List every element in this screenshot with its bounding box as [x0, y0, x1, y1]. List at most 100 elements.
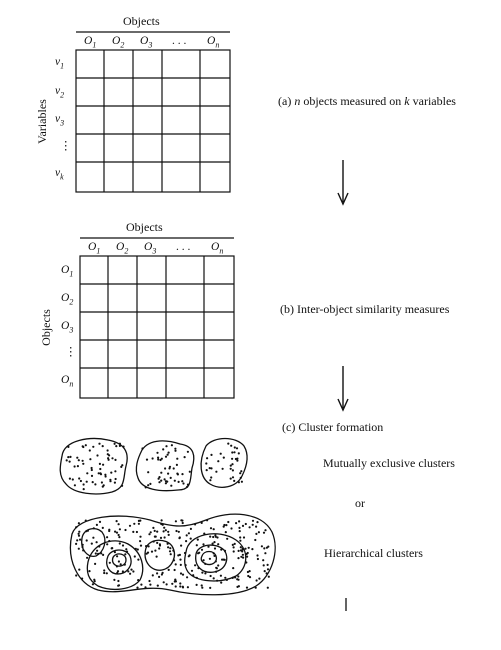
cluster-dot	[214, 534, 217, 537]
cluster-dot	[181, 585, 184, 588]
panel-b-header: Objects	[126, 220, 163, 234]
cluster-dot	[117, 560, 120, 563]
cluster-dot	[118, 528, 121, 531]
cluster-dot	[169, 547, 172, 550]
cluster-dot	[239, 476, 242, 479]
cluster-dot	[122, 445, 125, 448]
cluster-dot	[164, 467, 167, 470]
cluster-dot	[114, 458, 117, 461]
cluster-dot	[77, 532, 80, 535]
cluster-dot	[166, 453, 169, 456]
cluster-dot	[177, 480, 180, 483]
cluster-dot	[104, 475, 107, 478]
cluster-dot	[77, 459, 80, 462]
cluster-dot	[92, 536, 95, 539]
cluster-dot	[251, 548, 254, 551]
cluster-dot	[180, 544, 183, 547]
cluster-dot	[162, 448, 165, 451]
cluster-dot	[150, 550, 154, 553]
cluster-dot	[110, 471, 113, 474]
cluster-dot	[201, 586, 204, 589]
cluster-dot	[188, 470, 191, 473]
cluster-dot	[232, 546, 235, 549]
cluster-dot	[118, 536, 121, 539]
cluster-dot	[238, 520, 241, 523]
cluster-dot	[82, 488, 85, 491]
cluster-dot	[179, 585, 182, 588]
cluster-dot	[175, 463, 178, 466]
cluster-dot	[125, 550, 129, 553]
cluster-dot	[222, 558, 225, 561]
cluster-dot	[162, 581, 165, 584]
cluster-dot	[174, 447, 177, 450]
cluster-dot	[89, 458, 92, 461]
cluster-dot	[67, 445, 70, 448]
cluster-dot	[98, 545, 101, 548]
cluster-dot	[200, 521, 203, 525]
cluster-dot	[175, 529, 178, 533]
cluster-dot	[139, 535, 142, 538]
panel-b-grid	[79, 237, 235, 399]
cluster-dot	[194, 523, 197, 526]
panel-c-caption: (c) Cluster formation	[282, 420, 384, 434]
cluster-dot	[113, 551, 116, 554]
cluster-dot	[181, 480, 184, 483]
cluster-dot	[75, 526, 78, 529]
cluster-dot	[197, 552, 200, 555]
cluster-dot	[185, 540, 188, 543]
cluster-dot	[158, 575, 161, 579]
cluster-dot	[101, 445, 104, 448]
cluster-dot	[68, 477, 71, 480]
cluster-dot	[183, 551, 187, 555]
cluster-dot	[136, 586, 139, 589]
cluster-dot	[160, 471, 163, 474]
cluster-dot	[127, 570, 130, 573]
cluster-dot	[205, 462, 208, 465]
cluster-dot	[213, 554, 216, 558]
cluster-dot	[200, 584, 203, 587]
panel-b-col-5: On	[211, 241, 224, 256]
cluster-dot	[260, 545, 263, 548]
cluster-dot	[189, 537, 192, 540]
cluster-dot	[96, 549, 99, 552]
cluster-dot	[100, 481, 103, 484]
cluster-dot	[145, 458, 149, 461]
cluster-dot	[125, 548, 128, 551]
cluster-dot	[106, 453, 109, 456]
cluster-dot	[264, 529, 267, 532]
panel-b-col-2: O2	[116, 241, 129, 256]
cluster-dot	[152, 526, 155, 530]
cluster-dot	[129, 572, 132, 575]
cluster-dot	[212, 535, 215, 539]
cluster-dot	[73, 484, 76, 487]
cluster-dot	[263, 547, 266, 550]
cluster-dot	[102, 463, 105, 466]
cluster-dot	[225, 524, 228, 527]
cluster-dot	[177, 530, 180, 533]
cluster-dot	[245, 586, 249, 589]
cluster-dot	[241, 548, 244, 551]
cluster-dot	[256, 521, 259, 524]
cluster-dot	[139, 540, 142, 543]
cluster-dot	[216, 536, 219, 539]
cluster-dot	[158, 543, 161, 546]
cluster-dot	[216, 579, 219, 582]
cluster-dot	[229, 477, 232, 480]
cluster-dot	[206, 519, 209, 522]
cluster-dot	[238, 526, 241, 530]
hierarchical-cluster-outer	[69, 513, 276, 596]
cluster-dot	[207, 545, 210, 548]
cluster-dot	[106, 543, 109, 546]
cluster-dot	[168, 467, 171, 470]
panel-b-row-1: O1	[61, 264, 74, 279]
arrow-b-to-c	[337, 366, 349, 412]
cluster-dot	[103, 569, 106, 572]
cluster-dot	[220, 548, 223, 551]
cluster-dot	[265, 572, 268, 575]
cluster-dot	[248, 570, 251, 573]
cluster-dot	[139, 544, 143, 547]
cluster-dot	[164, 529, 167, 532]
cluster-dot	[163, 478, 166, 481]
cluster-dot	[76, 465, 79, 468]
panel-a-col-1: O1	[84, 35, 97, 50]
